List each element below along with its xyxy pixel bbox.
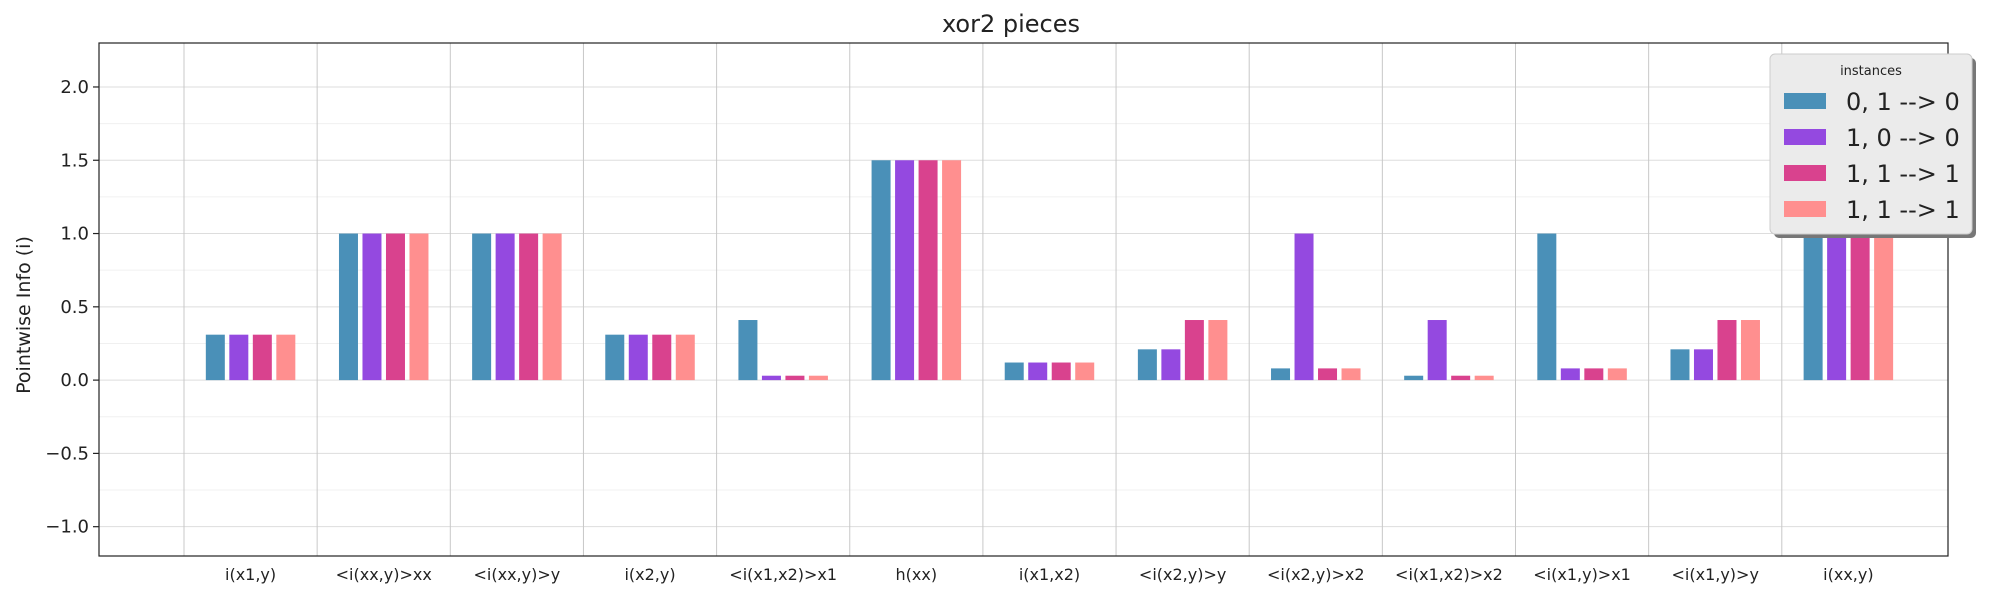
category-label: <i(x2,y)>x2	[1267, 565, 1365, 584]
bar	[229, 334, 249, 381]
x-axis-categories: i(x1,y) <i(xx,y)>xx <i(xx,y)>y i(x2,y) <i(x1…	[225, 565, 1874, 584]
bar	[1004, 362, 1024, 381]
bar	[1051, 362, 1071, 381]
bar	[1803, 233, 1823, 381]
bar	[761, 375, 781, 381]
bar	[1827, 233, 1847, 381]
y-tick-label: −0.5	[45, 443, 89, 464]
y-tick-label: 0.0	[60, 370, 89, 391]
legend-label: 1, 1 --> 1	[1846, 196, 1960, 224]
bar	[1427, 320, 1447, 381]
category-label: <i(xx,y)>y	[474, 565, 561, 584]
category-label: <i(x1,x2)>x2	[1395, 565, 1503, 584]
y-tick-label: 1.0	[60, 224, 89, 245]
bar	[1874, 233, 1894, 381]
category-label: <i(x1,x2)>x1	[729, 565, 837, 584]
bar	[495, 233, 515, 381]
legend-swatch	[1784, 129, 1826, 145]
bar	[1075, 362, 1095, 381]
bar	[362, 233, 382, 381]
bar	[1184, 320, 1204, 381]
bar	[785, 375, 805, 381]
bar	[942, 160, 962, 381]
bar	[1584, 368, 1604, 381]
bar	[472, 233, 492, 381]
legend-title: instances	[1840, 64, 1902, 79]
category-label: i(x1,x2)	[1019, 565, 1080, 584]
bars	[205, 160, 1894, 381]
category-label: i(x1,y)	[225, 565, 276, 584]
y-axis-ticks: −1.0 −0.5 0.0 0.5 1.0 1.5 2.0	[45, 77, 99, 538]
bar	[1850, 233, 1870, 381]
bar	[1294, 233, 1314, 381]
legend: instances 0, 1 --> 0 1, 0 --> 0 1, 1 --> 1…	[1769, 53, 1976, 238]
bar	[605, 334, 625, 381]
y-tick-label: 1.5	[60, 150, 89, 171]
legend-swatch	[1784, 93, 1826, 109]
bar	[1208, 320, 1228, 381]
y-tick-label: 0.5	[60, 297, 89, 318]
bar	[1670, 349, 1690, 381]
grid	[99, 43, 1948, 556]
bar	[1341, 368, 1361, 381]
bar	[1404, 375, 1424, 381]
bar	[1560, 368, 1580, 381]
bar	[652, 334, 672, 381]
bar	[1318, 368, 1338, 381]
legend-label: 1, 1 --> 1	[1846, 160, 1960, 188]
category-label: <i(x1,y)>x1	[1533, 565, 1631, 584]
plot-frame	[98, 42, 1949, 557]
category-label: <i(x2,y)>y	[1139, 565, 1226, 584]
bar	[1474, 375, 1494, 381]
bar	[738, 320, 758, 381]
category-label: h(xx)	[896, 565, 938, 584]
bar	[385, 233, 405, 381]
bar	[1137, 349, 1157, 381]
legend-label: 0, 1 --> 0	[1846, 88, 1960, 116]
bar	[409, 233, 429, 381]
bar	[1607, 368, 1627, 381]
bar	[1451, 375, 1471, 381]
bar	[338, 233, 358, 381]
y-axis-label: Pointwise Info (i)	[13, 236, 35, 394]
bar	[519, 233, 539, 381]
bar	[1271, 368, 1291, 381]
category-label: <i(x1,y)>y	[1672, 565, 1759, 584]
bar	[1693, 349, 1713, 381]
bar	[205, 334, 225, 381]
legend-swatch	[1784, 165, 1826, 181]
bar	[1028, 362, 1048, 381]
bar	[628, 334, 648, 381]
bar	[1717, 320, 1737, 381]
bar	[871, 160, 891, 381]
legend-swatch	[1784, 201, 1826, 217]
bar	[675, 334, 695, 381]
bar	[1537, 233, 1557, 381]
legend-label: 1, 0 --> 0	[1846, 124, 1960, 152]
chart-title: xor2 pieces	[942, 10, 1080, 38]
category-label: <i(xx,y)>xx	[336, 565, 432, 584]
legend-entries: 0, 1 --> 0 1, 0 --> 0 1, 1 --> 1 1, 1 --> 1	[1784, 88, 1960, 224]
y-tick-label: −1.0	[45, 517, 89, 538]
y-tick-label: 2.0	[60, 77, 89, 98]
bar	[1161, 349, 1181, 381]
bar	[895, 160, 915, 381]
bar	[918, 160, 938, 381]
bar	[252, 334, 272, 381]
bar	[542, 233, 562, 381]
bar	[808, 375, 828, 381]
bar	[1740, 320, 1760, 381]
category-label: i(x2,y)	[624, 565, 675, 584]
bar	[276, 334, 296, 381]
category-label: i(xx,y)	[1823, 565, 1873, 584]
